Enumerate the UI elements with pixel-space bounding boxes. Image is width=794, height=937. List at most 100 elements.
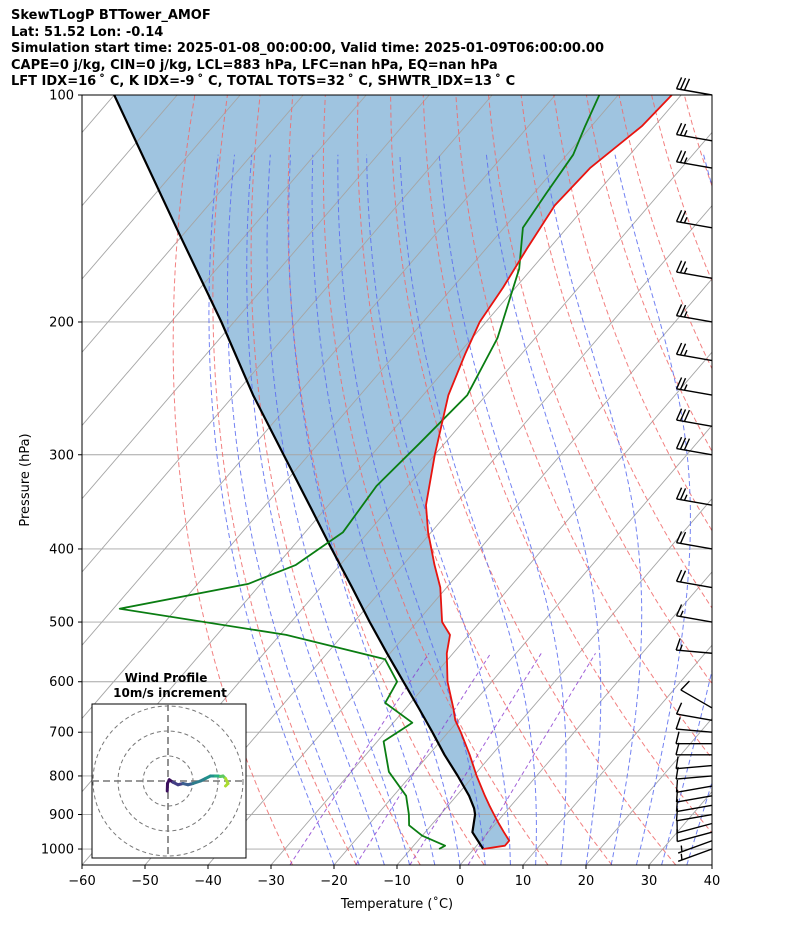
time-line: Simulation start time: 2025-01-08_00:00:… bbox=[11, 41, 604, 56]
wind-barb bbox=[675, 377, 713, 396]
wind-barb bbox=[675, 531, 713, 550]
moist-adiabat bbox=[399, 154, 537, 865]
barb-half-feather bbox=[683, 157, 688, 164]
barb-feather bbox=[679, 261, 687, 273]
parcel-profile bbox=[113, 95, 485, 850]
y-tick-label: 600 bbox=[49, 675, 74, 690]
barb-feather bbox=[679, 570, 687, 583]
isotherm-line bbox=[270, 351, 712, 865]
y-tick-label: 200 bbox=[49, 315, 74, 330]
isotherm-line bbox=[144, 205, 712, 865]
wind-barb bbox=[675, 487, 713, 506]
y-tick-label: 500 bbox=[49, 616, 74, 631]
barb-feather bbox=[675, 260, 683, 273]
cape-cin-fill-layer bbox=[114, 95, 672, 849]
axes-layer: −60 −50 −40 −30 −20 −10 0 10 20 30 40 1000 900 800 700… bbox=[41, 89, 720, 890]
x-axis-label: Temperature (˚C) bbox=[340, 896, 453, 912]
moist-adiabat bbox=[614, 154, 691, 865]
barb-feather bbox=[675, 150, 683, 163]
temperature-profile bbox=[425, 95, 673, 850]
moist-adiabat bbox=[337, 154, 486, 865]
isotherm-line bbox=[333, 424, 712, 865]
wind-barb bbox=[676, 820, 713, 834]
barb-staff bbox=[676, 271, 713, 279]
barb-feather bbox=[679, 123, 687, 136]
barb-staff bbox=[676, 353, 713, 362]
dry-adiabat bbox=[390, 95, 677, 865]
x-tick-label: 20 bbox=[578, 874, 595, 889]
dry-adiabat bbox=[520, 95, 712, 609]
barb-feather bbox=[679, 409, 687, 421]
moist-adiabat bbox=[543, 154, 643, 865]
moist-adiabat bbox=[661, 154, 712, 865]
barb-feather bbox=[675, 342, 683, 355]
location-line: Lat: 51.52 Lon: -0.14 bbox=[11, 24, 164, 40]
cin-shading bbox=[114, 95, 672, 849]
barb-staff bbox=[676, 315, 713, 323]
barb-staff bbox=[676, 220, 713, 229]
barb-staff bbox=[677, 822, 713, 834]
barb-staff bbox=[676, 813, 713, 822]
x-tick-label: 40 bbox=[704, 874, 721, 889]
barb-feather bbox=[679, 77, 687, 90]
dry-adiabat bbox=[287, 95, 485, 865]
barb-half-feather bbox=[680, 845, 683, 852]
barb-staff bbox=[676, 785, 713, 793]
wind-barb bbox=[675, 702, 713, 722]
hodograph-inset: Wind Profile 10m/s increment bbox=[91, 671, 247, 859]
x-tick-label: −30 bbox=[257, 874, 284, 889]
barb-staff bbox=[676, 795, 713, 803]
x-tick-label: −10 bbox=[383, 874, 410, 889]
barb-staff bbox=[676, 580, 713, 589]
barb-feather bbox=[675, 756, 679, 769]
mixing-ratio-line bbox=[467, 653, 596, 865]
barb-feather bbox=[679, 488, 687, 500]
barb-feather bbox=[683, 438, 691, 451]
wind-barb bbox=[680, 680, 713, 709]
dry-adiabat bbox=[356, 95, 613, 865]
isotherm-line bbox=[459, 571, 712, 865]
dry-adiabat bbox=[683, 95, 712, 188]
barb-staff bbox=[676, 133, 713, 142]
dry-adiabat bbox=[717, 95, 794, 865]
isotherm-line bbox=[522, 644, 712, 865]
barb-feather bbox=[679, 377, 687, 390]
barb-staff bbox=[676, 713, 713, 722]
mixing-ratio-line bbox=[355, 653, 492, 865]
barb-feather bbox=[679, 150, 687, 163]
wind-barb bbox=[675, 756, 713, 770]
moist-adiabat bbox=[266, 154, 411, 865]
barb-half-feather bbox=[683, 267, 688, 274]
barb-feather bbox=[675, 304, 683, 317]
barb-half-feather bbox=[683, 349, 688, 356]
x-tick-label: −60 bbox=[68, 874, 95, 889]
x-tick-label: 0 bbox=[456, 874, 464, 889]
y-tick-label: 100 bbox=[49, 89, 74, 104]
dry-adiabat bbox=[782, 95, 794, 865]
barb-half-feather bbox=[683, 216, 688, 224]
dry-adiabat bbox=[750, 95, 794, 865]
y-tick-label: 300 bbox=[49, 448, 74, 463]
barb-half-feather bbox=[679, 644, 683, 651]
wind-barb bbox=[677, 848, 713, 862]
isotherm-line bbox=[82, 95, 556, 646]
barb-feather bbox=[679, 304, 687, 317]
dry-adiabat bbox=[172, 95, 293, 865]
x-tick-label: −50 bbox=[131, 874, 158, 889]
barb-feather bbox=[675, 717, 681, 730]
hodograph-subtitle: 10m/s increment bbox=[113, 686, 227, 700]
y-tick-label: 800 bbox=[49, 769, 74, 784]
y-tick-label: 900 bbox=[49, 808, 74, 823]
dry-adiabat bbox=[651, 95, 712, 283]
barb-feather bbox=[675, 731, 680, 744]
wind-barb bbox=[677, 840, 713, 854]
x-tick-label: 30 bbox=[641, 874, 658, 889]
indices-line-2: LFT IDX=16 ˚ C, K IDX=-9 ˚ C, TOTAL TOTS… bbox=[11, 74, 516, 89]
wind-barb bbox=[675, 122, 713, 142]
isotherm-line bbox=[585, 717, 712, 865]
barb-feather bbox=[675, 702, 683, 715]
y-axis-label: Pressure (hPa) bbox=[18, 433, 33, 526]
barb-feather bbox=[675, 487, 683, 500]
barb-staff bbox=[676, 804, 713, 813]
